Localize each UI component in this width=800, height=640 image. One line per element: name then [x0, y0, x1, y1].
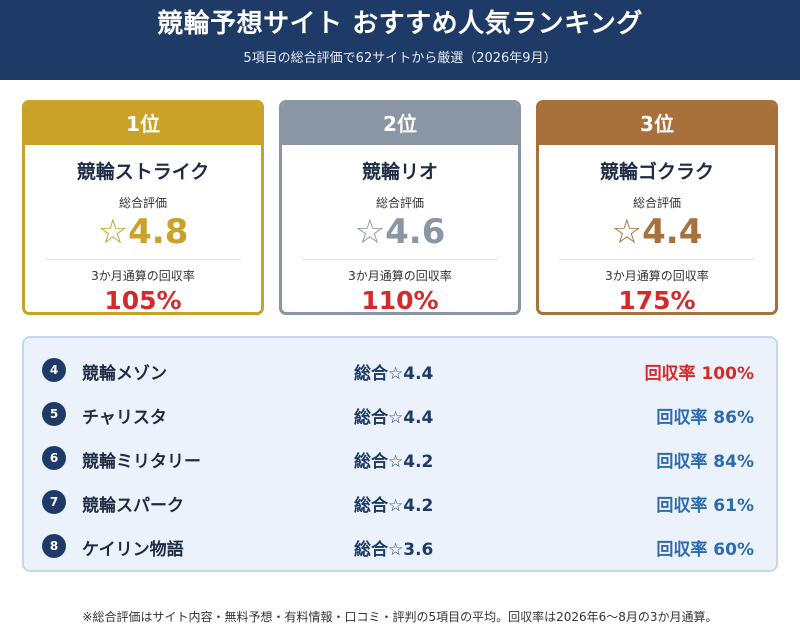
return-rate-label: 3か月通算の回収率: [605, 269, 709, 283]
site-name: ケイリン物語: [82, 540, 184, 560]
list-item[interactable]: 4 競輪メゾン 総合☆4.4 回収率 100%: [24, 348, 776, 392]
card-divider: [559, 259, 755, 260]
site-name: チャリスタ: [82, 408, 167, 428]
rank-number-badge: 4: [42, 358, 66, 382]
score-label: 総合評価: [632, 196, 681, 210]
site-name: 競輪メゾン: [82, 364, 167, 384]
rank-number-badge: 5: [42, 402, 66, 426]
card-divider: [302, 259, 498, 260]
return-rate-value: 175%: [618, 286, 696, 315]
total-score: 総合☆3.6: [354, 540, 434, 560]
return-rate-value: 105%: [104, 286, 182, 315]
top-three-cards: 1位 競輪ストライク 総合評価 ☆4.8 3か月通算の回収率 105% 2位 競…: [22, 100, 778, 315]
score-label: 総合評価: [118, 196, 167, 210]
star-score: ☆4.6: [354, 212, 446, 252]
page-subtitle: 5項目の総合評価で62サイトから厳選（2026年9月）: [243, 51, 557, 66]
return-rate: 回収率 60%: [656, 540, 754, 560]
star-score: ☆4.8: [97, 212, 189, 252]
return-rate: 回収率 61%: [656, 496, 754, 516]
star-score: ☆4.4: [611, 212, 703, 252]
rank-label: 1位: [25, 103, 261, 145]
return-rate: 回収率 84%: [656, 452, 754, 472]
ranking-list: 4 競輪メゾン 総合☆4.4 回収率 100% 5 チャリスタ 総合☆4.4 回…: [22, 336, 778, 572]
rank-card-3[interactable]: 3位 競輪ゴクラク 総合評価 ☆4.4 3か月通算の回収率 175%: [536, 100, 778, 315]
site-name: 競輪ゴクラク: [599, 161, 714, 183]
rank-label: 2位: [282, 103, 518, 145]
site-name: 競輪ミリタリー: [82, 452, 201, 472]
total-score: 総合☆4.2: [354, 496, 434, 516]
site-name: 競輪スパーク: [82, 496, 184, 516]
rank-card-1[interactable]: 1位 競輪ストライク 総合評価 ☆4.8 3か月通算の回収率 105%: [22, 100, 264, 315]
return-rate-label: 3か月通算の回収率: [348, 269, 452, 283]
list-item[interactable]: 7 競輪スパーク 総合☆4.2 回収率 61%: [24, 480, 776, 524]
site-name: 競輪ストライク: [76, 161, 210, 183]
score-label: 総合評価: [375, 196, 424, 210]
page-header: 競輪予想サイト おすすめ人気ランキング 5項目の総合評価で62サイトから厳選（2…: [0, 0, 800, 80]
return-rate-label: 3か月通算の回収率: [91, 269, 195, 283]
return-rate: 回収率 100%: [644, 364, 754, 384]
list-item[interactable]: 8 ケイリン物語 総合☆3.6 回収率 60%: [24, 524, 776, 568]
rank-number-badge: 6: [42, 446, 66, 470]
rank-label: 3位: [539, 103, 775, 145]
total-score: 総合☆4.4: [354, 408, 434, 428]
rank-card-2[interactable]: 2位 競輪リオ 総合評価 ☆4.6 3か月通算の回収率 110%: [279, 100, 521, 315]
footnote: ※総合評価はサイト内容・無料予想・有料情報・口コミ・評判の5項目の平均。回収率は…: [82, 610, 718, 624]
total-score: 総合☆4.4: [354, 364, 434, 384]
return-rate: 回収率 86%: [656, 408, 754, 428]
return-rate-value: 110%: [361, 286, 439, 315]
list-item[interactable]: 5 チャリスタ 総合☆4.4 回収率 86%: [24, 392, 776, 436]
card-divider: [45, 259, 241, 260]
page-title: 競輪予想サイト おすすめ人気ランキング: [157, 9, 643, 39]
total-score: 総合☆4.2: [354, 452, 434, 472]
rank-number-badge: 8: [42, 534, 66, 558]
rank-number-badge: 7: [42, 490, 66, 514]
list-item[interactable]: 6 競輪ミリタリー 総合☆4.2 回収率 84%: [24, 436, 776, 480]
site-name: 競輪リオ: [361, 161, 438, 183]
